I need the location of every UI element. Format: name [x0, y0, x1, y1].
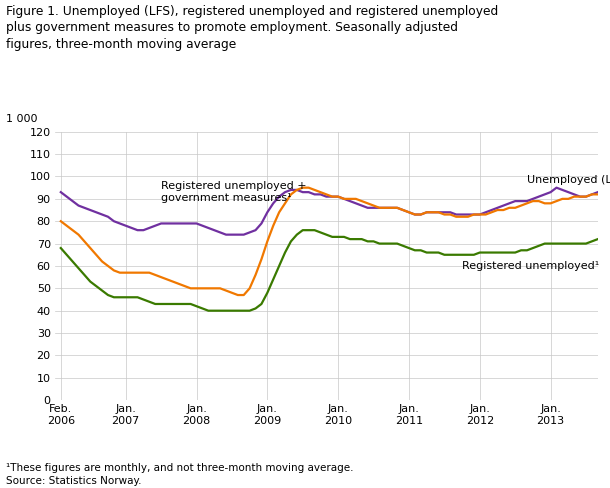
Text: ¹These figures are monthly, and not three-month moving average.
Source: Statisti: ¹These figures are monthly, and not thre… — [6, 463, 354, 486]
Text: Unemployed (LFS): Unemployed (LFS) — [527, 176, 610, 185]
Text: Registered unemployed¹: Registered unemployed¹ — [462, 262, 599, 271]
Text: Figure 1. Unemployed (LFS), registered unemployed and registered unemployed
plus: Figure 1. Unemployed (LFS), registered u… — [6, 5, 498, 51]
Text: Registered unemployed +
government measures¹: Registered unemployed + government measu… — [161, 181, 307, 203]
Text: 1 000: 1 000 — [6, 114, 38, 123]
